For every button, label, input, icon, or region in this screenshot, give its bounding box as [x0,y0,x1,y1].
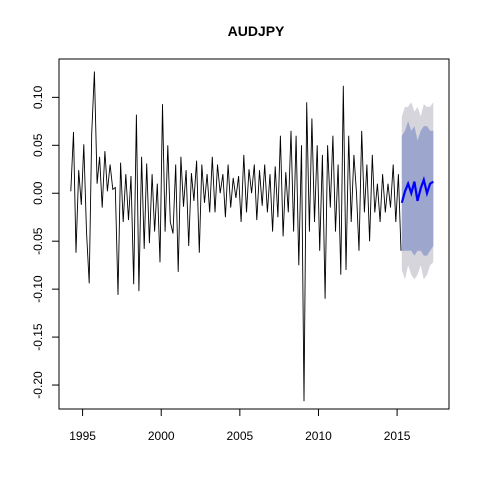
x-tick-label: 2000 [148,429,175,443]
y-tick-label: -0.20 [31,371,45,399]
band-80-area [401,121,434,256]
x-tick-label: 2015 [384,429,411,443]
x-tick-label: 2010 [305,429,332,443]
plot-frame [58,58,450,410]
forecast-series [400,175,434,204]
y-tick-label: 0.00 [31,181,45,205]
chart-title: AUDJPY [228,23,285,39]
x-tick-label: 2005 [226,429,253,443]
history-line [70,71,402,402]
forecast-band-80 [401,121,434,256]
y-tick-label: -0.15 [31,323,45,351]
y-tick-label: -0.05 [31,227,45,255]
y-tick-label: -0.10 [31,275,45,303]
history-series [70,71,402,402]
y-axis: -0.20 -0.15 -0.10 -0.05 0.00 0.05 0.10 [31,85,60,399]
y-tick-label: 0.10 [31,85,45,109]
forecast-mean-line [400,175,434,204]
x-tick-label: 1995 [69,429,96,443]
x-axis: 1995 2000 2005 2010 2015 [69,408,411,443]
y-tick-label: 0.05 [31,133,45,157]
